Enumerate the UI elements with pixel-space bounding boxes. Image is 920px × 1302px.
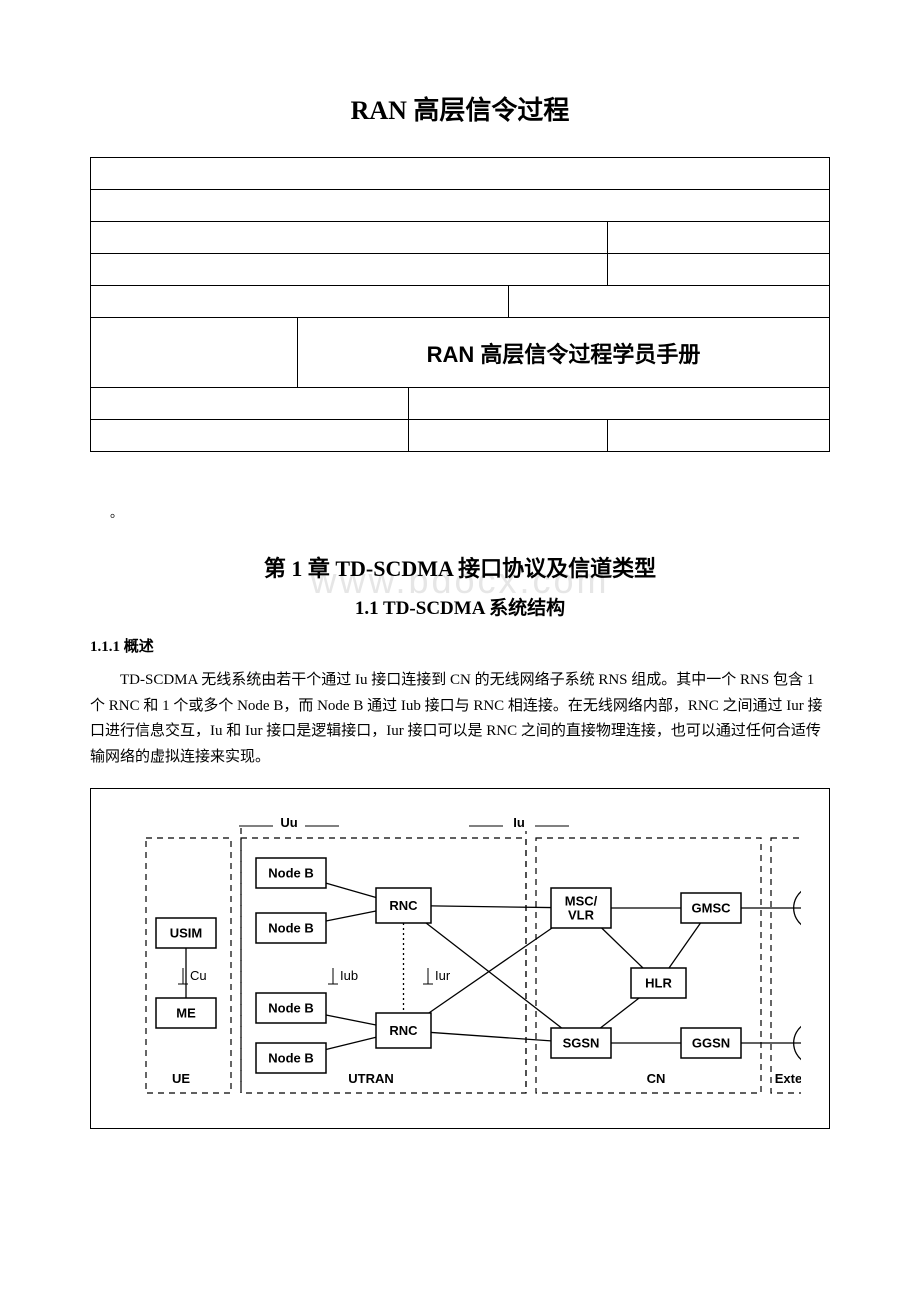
svg-text:HLR: HLR — [645, 976, 672, 991]
manual-title-cell: RAN 高层信令过程学员手册 — [297, 318, 829, 388]
svg-text:Iur: Iur — [435, 968, 451, 983]
svg-text:RNC: RNC — [389, 1023, 418, 1038]
svg-text:Uu: Uu — [280, 815, 297, 830]
svg-text:Node B: Node B — [268, 921, 314, 936]
info-table: RAN 高层信令过程学员手册 — [90, 157, 830, 452]
section-title: 1.1 TD-SCDMA 系统结构 — [90, 593, 830, 620]
svg-text:Node B: Node B — [268, 866, 314, 881]
svg-text:GMSC: GMSC — [692, 901, 732, 916]
table-row — [91, 286, 830, 318]
svg-text:Iub: Iub — [340, 968, 358, 983]
subsection-title: 1.1.1 概述 — [90, 635, 830, 656]
body-paragraph: TD-SCDMA 无线系统由若干个通过 Iu 接口连接到 CN 的无线网络子系统… — [90, 668, 830, 770]
svg-text:Exter: Exter — [775, 1071, 801, 1086]
network-diagram: UuIuCuIubIurPIIUSIMMENode BNode BNode BN… — [101, 803, 801, 1118]
svg-text:Node B: Node B — [268, 1001, 314, 1016]
table-row — [91, 388, 830, 420]
svg-text:UTRAN: UTRAN — [348, 1071, 394, 1086]
document-main-title: RAN 高层信令过程 — [90, 90, 830, 127]
table-row — [91, 222, 830, 254]
svg-text:Iu: Iu — [513, 815, 525, 830]
svg-text:UE: UE — [172, 1071, 190, 1086]
table-row — [91, 420, 830, 452]
svg-text:Node B: Node B — [268, 1051, 314, 1066]
table-row — [91, 158, 830, 190]
svg-text:MSC/: MSC/ — [565, 894, 598, 909]
table-row — [91, 190, 830, 222]
svg-text:USIM: USIM — [170, 926, 203, 941]
network-diagram-frame: UuIuCuIubIurPIIUSIMMENode BNode BNode BN… — [90, 788, 830, 1129]
svg-text:ME: ME — [176, 1006, 196, 1021]
table-row-manual: RAN 高层信令过程学员手册 — [91, 318, 830, 388]
chapter-title: 第 1 章 TD-SCDMA 接口协议及信道类型 — [90, 551, 830, 583]
svg-text:GGSN: GGSN — [692, 1036, 730, 1051]
svg-text:RNC: RNC — [389, 898, 418, 913]
stray-punctuation: 。 — [110, 502, 830, 521]
svg-text:CN: CN — [647, 1071, 666, 1086]
svg-text:Cu: Cu — [190, 968, 207, 983]
svg-text:VLR: VLR — [568, 908, 595, 923]
svg-text:SGSN: SGSN — [563, 1036, 600, 1051]
table-row — [91, 254, 830, 286]
